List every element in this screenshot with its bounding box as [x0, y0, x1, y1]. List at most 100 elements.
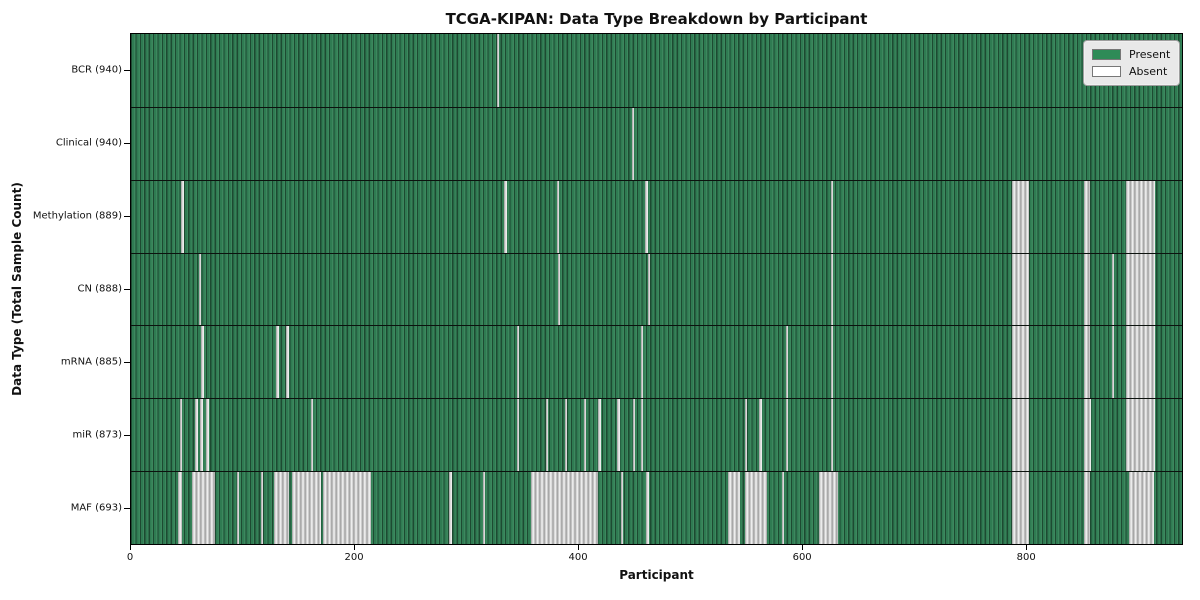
absent-segment	[1129, 472, 1155, 544]
x-axis-label: Participant	[619, 568, 694, 582]
absent-segment	[744, 399, 748, 472]
y-tick-label-BCR: BCR (940)	[71, 64, 122, 76]
absent-segment	[558, 253, 561, 326]
absent-segment	[200, 399, 203, 472]
y-tick-label-MAF: MAF (693)	[70, 502, 122, 514]
y-tick-mark	[124, 289, 130, 290]
absent-segment	[781, 472, 784, 544]
absent-segment	[483, 472, 486, 544]
absent-segment	[830, 180, 834, 253]
absent-segment	[516, 399, 519, 472]
absent-segment	[830, 326, 834, 399]
absent-segment	[1083, 326, 1091, 399]
legend-present-label: Present	[1129, 48, 1171, 61]
y-tick-mark	[124, 361, 130, 363]
chart-title: TCGA-KIPAN: Data Type Breakdown by Parti…	[445, 10, 868, 28]
absent-segment	[830, 399, 834, 472]
x-tick-mark	[802, 545, 804, 550]
y-tick-label-Clinical: Clinical (940)	[55, 137, 122, 149]
legend: Present Absent	[1083, 40, 1180, 86]
y-tick-mark	[124, 70, 130, 72]
y-tick-mark	[124, 143, 130, 145]
plot-area	[130, 33, 1183, 545]
row-Methylation	[131, 179, 1182, 253]
x-tick-label-0: 0	[126, 552, 134, 563]
absent-segment	[260, 472, 263, 544]
absent-segment	[830, 253, 834, 326]
absent-segment	[645, 180, 648, 253]
absent-segment	[180, 399, 183, 472]
absent-segment	[583, 399, 587, 472]
absent-segment	[323, 472, 372, 544]
y-tick-mark	[124, 507, 130, 509]
absent-segment	[199, 253, 202, 326]
legend-item-present: Present	[1092, 46, 1171, 63]
row-Clinical	[131, 106, 1182, 180]
y-tick-mark	[124, 434, 130, 436]
absent-segment	[556, 180, 560, 253]
absent-segment	[177, 472, 183, 544]
absent-segment	[1012, 472, 1029, 544]
absent-segment	[631, 107, 635, 180]
absent-segment	[181, 180, 184, 253]
absent-segment	[448, 472, 452, 544]
legend-absent-label: Absent	[1129, 65, 1168, 78]
absent-segment	[504, 180, 507, 253]
y-tick-label-miR: miR (873)	[72, 429, 122, 441]
absent-segment	[201, 326, 204, 399]
absent-segment	[564, 399, 568, 472]
absent-segment	[311, 399, 314, 472]
x-tick-label-800: 800	[1016, 552, 1036, 563]
absent-segment	[647, 253, 650, 326]
absent-segment	[1126, 326, 1156, 399]
y-tick-label-CN: CN (888)	[77, 283, 122, 295]
present-swatch-icon	[1092, 49, 1121, 60]
x-tick-mark	[578, 545, 580, 550]
absent-segment	[646, 472, 649, 544]
absent-segment	[620, 472, 623, 544]
x-tick-label-600: 600	[792, 552, 812, 563]
absent-segment	[728, 472, 741, 544]
absent-swatch-icon	[1092, 66, 1121, 77]
row-BCR	[131, 34, 1182, 107]
row-CN	[131, 252, 1182, 326]
absent-segment	[496, 34, 499, 107]
absent-segment	[744, 472, 768, 544]
absent-segment	[1012, 253, 1029, 326]
x-tick-mark	[354, 545, 356, 550]
absent-segment	[1126, 180, 1156, 253]
absent-segment	[759, 399, 762, 472]
absent-segment	[1126, 253, 1156, 326]
absent-segment	[1083, 399, 1092, 472]
absent-segment	[1083, 253, 1091, 326]
absent-segment	[276, 326, 279, 399]
absent-segment	[1083, 472, 1091, 544]
absent-segment	[786, 399, 789, 472]
x-tick-label-400: 400	[568, 552, 588, 563]
row-miR	[131, 398, 1182, 472]
absent-segment	[192, 472, 215, 544]
absent-segment	[818, 472, 838, 544]
row-MAF	[131, 471, 1182, 544]
absent-segment	[786, 326, 789, 399]
absent-segment	[194, 399, 199, 472]
legend-item-absent: Absent	[1092, 63, 1171, 80]
absent-segment	[598, 399, 601, 472]
absent-segment	[274, 472, 289, 544]
absent-segment	[640, 399, 644, 472]
absent-segment	[531, 472, 599, 544]
absent-segment	[633, 399, 636, 472]
x-tick-mark	[130, 545, 131, 550]
absent-segment	[292, 472, 322, 544]
absent-segment	[205, 399, 210, 472]
y-tick-label-Methylation: Methylation (889)	[32, 210, 122, 222]
y-tick-mark	[124, 216, 130, 218]
absent-segment	[1083, 180, 1091, 253]
absent-segment	[237, 472, 240, 544]
x-tick-mark	[1026, 545, 1028, 550]
absent-segment	[1012, 326, 1029, 399]
absent-segment	[1111, 326, 1114, 399]
row-mRNA	[131, 325, 1182, 399]
absent-segment	[1012, 399, 1029, 472]
